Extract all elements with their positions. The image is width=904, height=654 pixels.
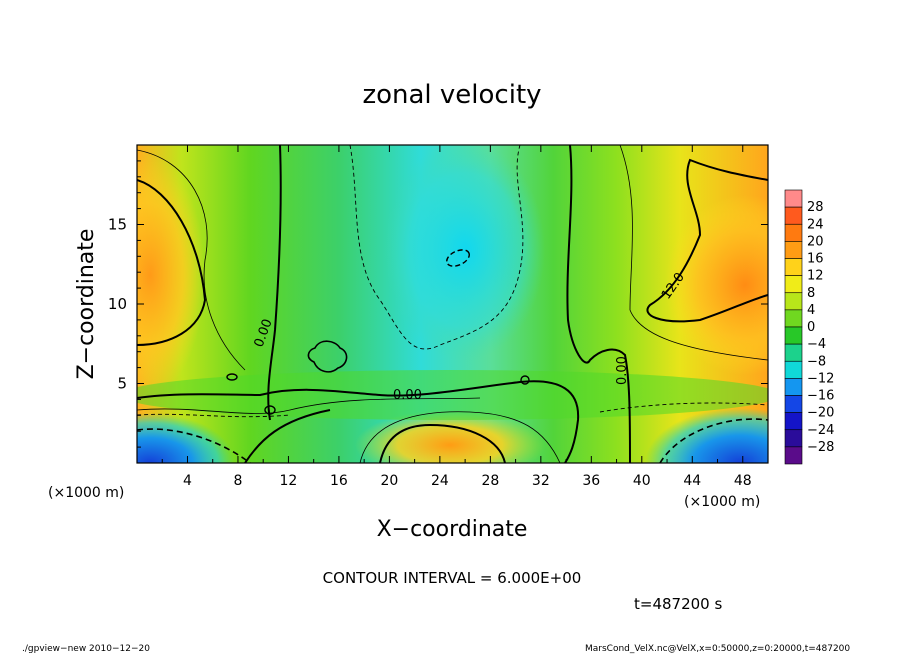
contour-small-a bbox=[226, 373, 238, 381]
field-blue-right bbox=[645, 408, 768, 463]
colorbar-swatch bbox=[784, 360, 803, 379]
contour-dashed-cyan bbox=[349, 145, 524, 350]
contour-small-c bbox=[520, 375, 530, 385]
colorbar-swatch bbox=[784, 309, 803, 328]
field-hot-right bbox=[665, 195, 768, 375]
x-tick-label: 24 bbox=[431, 473, 449, 489]
y-tick-label: 15 bbox=[108, 216, 127, 234]
x-tick-label: 40 bbox=[633, 473, 651, 489]
colorbar-swatch bbox=[784, 241, 803, 259]
colorbar-swatch bbox=[784, 275, 803, 294]
colorbar-label: 20 bbox=[807, 234, 824, 249]
colorbar-label: −12 bbox=[807, 371, 834, 386]
colorbar-swatch bbox=[784, 223, 803, 242]
contour-zero-left-bottom bbox=[244, 409, 331, 463]
y-tick-label: 5 bbox=[117, 375, 127, 393]
contour-label-zero-right: 0.00 bbox=[615, 356, 630, 385]
colorbar-label: 16 bbox=[807, 252, 824, 267]
colorbar-label: −16 bbox=[807, 389, 834, 404]
contour-dashed-blue-right bbox=[659, 418, 768, 463]
x-tick-label: 44 bbox=[683, 473, 701, 489]
colorbar-label: −28 bbox=[807, 440, 834, 455]
plot-area: 0.00 0.00 12.0 0.00 bbox=[137, 145, 768, 463]
colorbar-label: 24 bbox=[807, 217, 824, 232]
contour-zero-left-loop bbox=[137, 179, 207, 346]
x-tick-label: 8 bbox=[233, 473, 242, 489]
x-tick-label: 28 bbox=[481, 473, 499, 489]
y-axis: 5 10 15 bbox=[108, 160, 768, 448]
x-tick-label: 12 bbox=[280, 473, 298, 489]
colorbar-label: 4 bbox=[807, 303, 815, 318]
x-tick-label: 16 bbox=[330, 473, 348, 489]
x-unit-right: (×1000 m) bbox=[684, 494, 760, 510]
contour-interval: CONTOUR INTERVAL = 6.000E+00 bbox=[323, 569, 582, 587]
colorbar-swatch bbox=[784, 343, 803, 362]
colorbar-label: −20 bbox=[807, 406, 834, 421]
colorbar: 28 24 20 16 12 8 4 0 −4 −8 −12 −16 −20 −24 −28 bbox=[784, 189, 834, 465]
x-axis: 4 8 12 16 20 24 28 32 36 40 44 48 bbox=[161, 145, 752, 489]
colorbar-swatch bbox=[784, 446, 803, 465]
contour-blob bbox=[307, 340, 348, 373]
field-cyan-core bbox=[385, 145, 545, 360]
colorbar-label: 8 bbox=[807, 286, 815, 301]
contour-thin-right bbox=[619, 145, 768, 361]
x-tick-label: 36 bbox=[582, 473, 600, 489]
chart-title: zonal velocity bbox=[362, 80, 541, 110]
colorbar-label: −8 bbox=[807, 354, 826, 369]
field-hot-left bbox=[137, 155, 205, 395]
x-tick-label: 4 bbox=[183, 473, 192, 489]
colorbar-swatch bbox=[784, 378, 803, 396]
x-unit-left: (×1000 m) bbox=[48, 485, 124, 501]
footer-left: ./gpview−new 2010−12−20 bbox=[22, 644, 150, 654]
colorbar-label: 0 bbox=[807, 320, 815, 335]
contour-zero-vertical-right bbox=[566, 145, 631, 463]
colorbar-swatch bbox=[784, 326, 803, 345]
colorbar-label: −4 bbox=[807, 337, 826, 352]
colorbar-label: 12 bbox=[807, 269, 824, 284]
y-axis-label: Z−coordinate bbox=[74, 229, 99, 380]
y-tick-label: 10 bbox=[108, 295, 127, 313]
field-blue-left bbox=[137, 413, 235, 463]
time-stamp: t=487200 s bbox=[634, 595, 722, 613]
contour-zero-band bbox=[137, 380, 580, 463]
contour-zero-bottom bbox=[379, 423, 506, 463]
contour-thin-band bbox=[137, 397, 481, 414]
colorbar-label: 28 bbox=[807, 200, 824, 215]
contour-dashed-blue-left bbox=[137, 428, 251, 463]
colorbar-swatch bbox=[784, 189, 803, 208]
field-hot-bottom bbox=[355, 410, 545, 463]
contour-twelve-right bbox=[646, 158, 768, 323]
colorbar-swatch bbox=[784, 258, 803, 276]
field-green-band bbox=[137, 370, 768, 420]
colorbar-swatch bbox=[784, 412, 803, 431]
x-tick-label: 20 bbox=[380, 473, 398, 489]
contour-label-zero-band: 0.00 bbox=[393, 388, 422, 403]
x-tick-label: 32 bbox=[532, 473, 550, 489]
contour-dashed-core bbox=[446, 249, 470, 267]
colorbar-swatch bbox=[784, 395, 803, 413]
x-tick-label: 48 bbox=[734, 473, 752, 489]
footer-right: MarsCond_VelX.nc@VelX,x=0:50000,z=0:2000… bbox=[585, 644, 850, 654]
x-axis-label: X−coordinate bbox=[377, 517, 528, 542]
contour-small-b bbox=[264, 405, 276, 415]
contour-zero-vertical-left bbox=[267, 145, 282, 421]
colorbar-label: −24 bbox=[807, 423, 834, 438]
contour-thin-bottom bbox=[359, 411, 561, 463]
colorbar-swatch bbox=[784, 206, 803, 225]
contour-thin-left bbox=[137, 149, 246, 371]
colorbar-swatch bbox=[784, 429, 803, 448]
colorbar-swatch bbox=[784, 292, 803, 311]
